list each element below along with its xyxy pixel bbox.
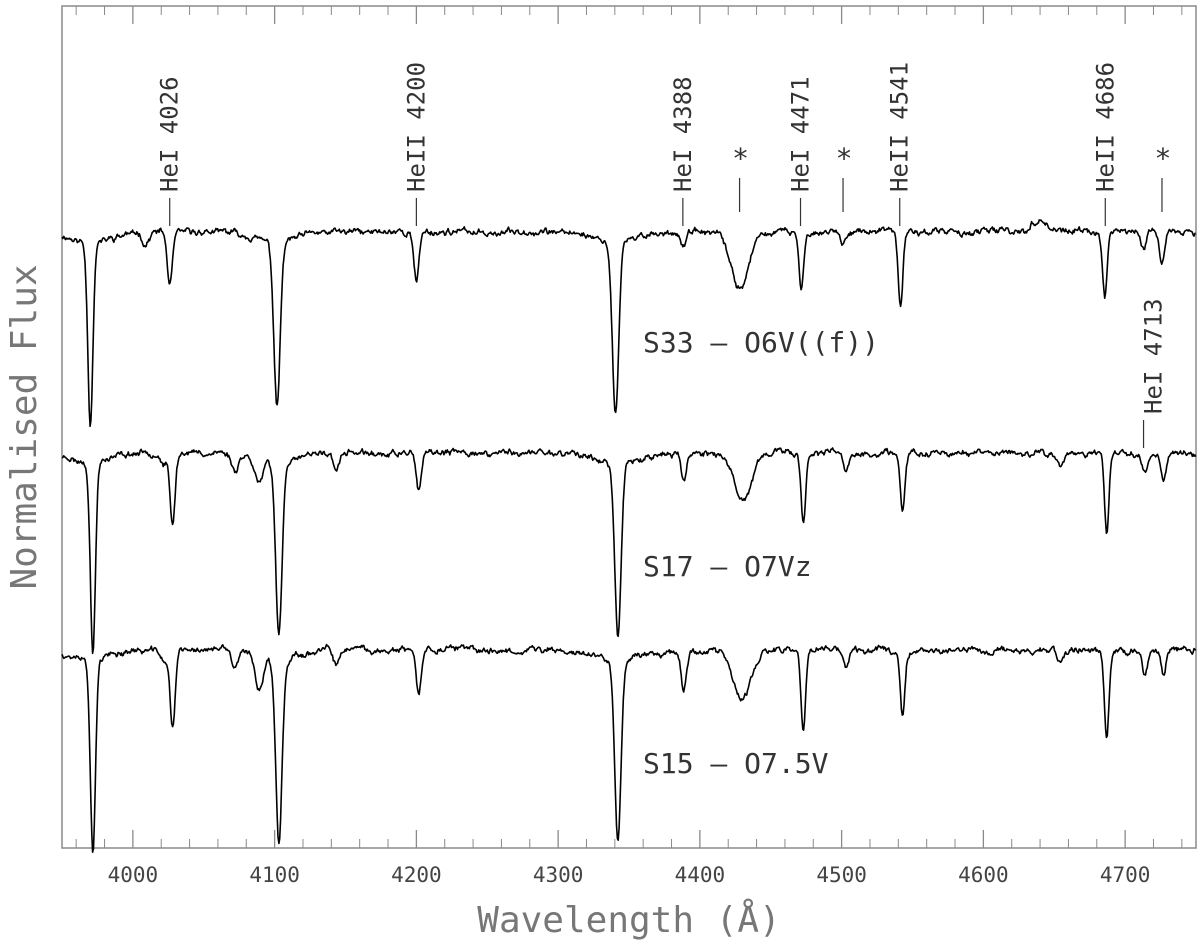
line-id-label: HeII 4200 [402, 62, 430, 192]
line-id-label: HeI 4713 [1140, 298, 1168, 414]
spectrum-line [61, 447, 1197, 655]
line-id-label: * [836, 142, 853, 175]
axis-ticks [75, 6, 1183, 848]
y-axis-title: Normalised Flux [4, 264, 45, 589]
plot-frame [61, 5, 1197, 849]
line-id-label: * [732, 142, 749, 175]
line-id-label: HeII 4686 [1091, 62, 1119, 192]
x-tick-labels: 4000 4100 4200 4300 4400 4500 4600 4700 [108, 863, 1151, 887]
line-id-label: * [1155, 142, 1172, 175]
line-id-label: HeI 4388 [669, 76, 697, 192]
x-tick-label: 4200 [391, 863, 442, 887]
x-tick-label: 4700 [1100, 863, 1151, 887]
x-tick-label: 4400 [675, 863, 726, 887]
line-id-label: HeII 4541 [886, 62, 914, 192]
line-id-label: HeI 4471 [787, 76, 815, 192]
x-axis-title: Wavelength (Å) [477, 898, 780, 941]
x-tick-label: 4300 [533, 863, 584, 887]
spectrum-label: S17 – O7Vz [643, 550, 812, 583]
spectrum-label: S15 – O7.5V [643, 747, 829, 780]
spectrum-labels: S33 – O6V((f)) S17 – O7Vz S15 – O7.5V [643, 326, 879, 780]
x-tick-label: 4600 [958, 863, 1009, 887]
spectrum-line [61, 643, 1197, 853]
spectrum-label: S33 – O6V((f)) [643, 326, 879, 359]
x-tick-label: 4100 [249, 863, 300, 887]
x-tick-label: 4500 [816, 863, 867, 887]
spectra-series [61, 219, 1197, 853]
x-tick-label: 4000 [108, 863, 159, 887]
line-id-label: HeI 4026 [156, 76, 184, 192]
spectrum-line [61, 219, 1196, 428]
line-identifications: HeI 4026 HeII 4200 HeI 4388 * HeI 4471 * HeII … [156, 62, 1172, 448]
